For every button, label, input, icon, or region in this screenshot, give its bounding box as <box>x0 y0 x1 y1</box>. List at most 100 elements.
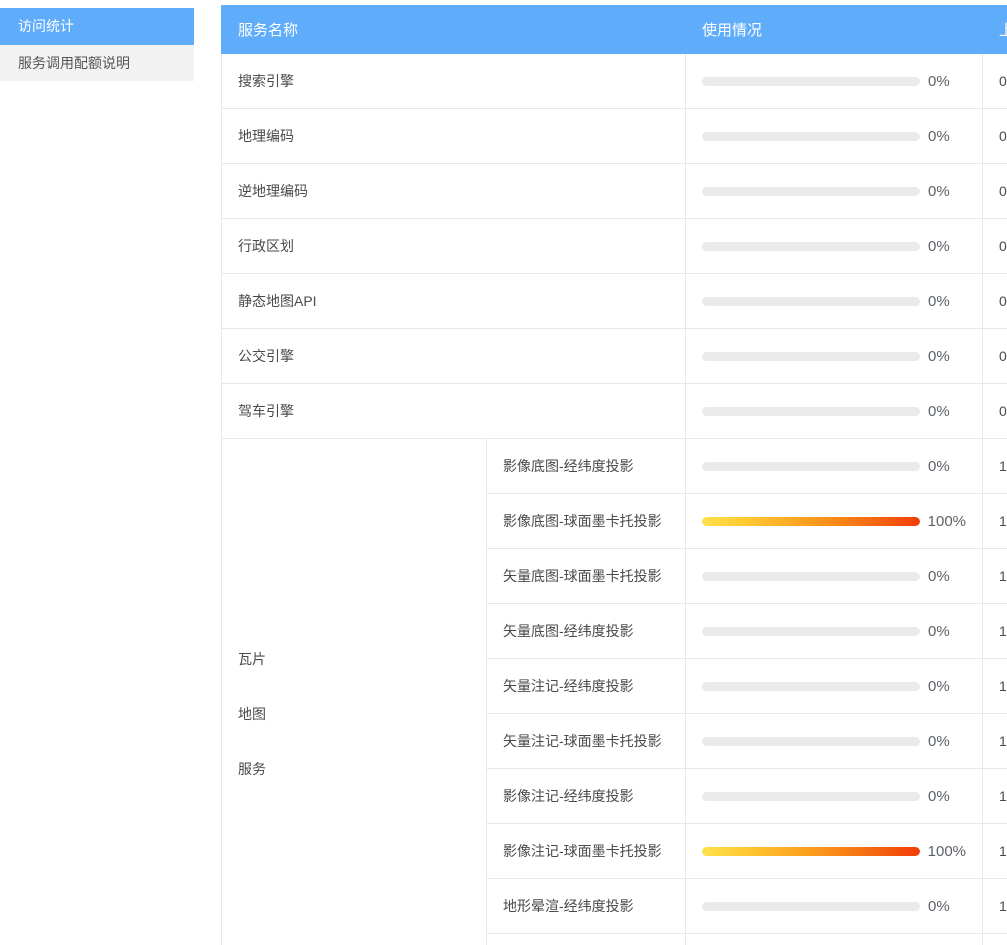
usage-progress-bar <box>702 791 921 801</box>
table-row: 公交引擎 0% 0.3万次/天 <box>220 328 1007 384</box>
usage-progress-bar <box>702 846 920 856</box>
limit-cell: 0.3万次/天 <box>982 383 1007 439</box>
usage-cell: 0% <box>685 438 984 494</box>
service-name-cell: 逆地理编码 <box>220 163 687 219</box>
column-header-usage: 使用情况 <box>685 5 984 54</box>
usage-percent-label: 0% <box>928 292 950 310</box>
service-group-name-cell: 瓦片 地图 服务 <box>221 438 487 945</box>
usage-progress-bar <box>702 681 921 691</box>
usage-cell: 100% <box>685 493 984 549</box>
limit-cell: 1万次/天 <box>982 438 1007 494</box>
usage-percent-label: 0% <box>928 402 950 420</box>
usage-percent-label: 0% <box>928 787 950 805</box>
usage-progress-fill <box>702 516 920 526</box>
column-header-service-name: 服务名称 <box>220 5 687 54</box>
usage-cell: 0% <box>685 658 984 714</box>
usage-progress-bar <box>702 351 921 361</box>
quota-table: 服务名称 使用情况 上限 操作 搜索引擎0%0.3万次/天地理编码0%0.7万次… <box>220 5 1007 945</box>
sub-service-name-cell: 矢量注记-球面墨卡托投影 <box>485 713 687 769</box>
service-group-name-line: 瓦片 <box>238 650 266 667</box>
table-row: 地形晕渲-经纬度投影 0% 1万次/天 <box>222 878 1007 934</box>
sub-service-name-cell: 影像底图-球面墨卡托投影 <box>485 493 687 549</box>
usage-cell: 0% <box>685 218 984 274</box>
usage-percent-label: 0% <box>928 622 950 640</box>
limit-cell: 0.3万次/天 <box>982 273 1007 329</box>
table-row: 驾车引擎 0% 0.3万次/天 <box>220 383 1007 439</box>
limit-cell: 0.7万次/天 <box>982 108 1007 164</box>
usage-progress-bar <box>702 186 921 196</box>
service-group-name-line: 地图 <box>238 705 266 722</box>
sub-service-name-cell <box>485 933 687 945</box>
sub-service-name-cell: 矢量底图-球面墨卡托投影 <box>485 548 687 604</box>
usage-percent-label: 0% <box>928 182 950 200</box>
service-name-cell: 行政区划 <box>220 218 687 274</box>
limit-cell <box>982 933 1007 945</box>
usage-cell: 0% <box>685 878 984 934</box>
usage-progress-bar <box>702 296 921 306</box>
usage-percent-label: 0% <box>928 567 950 585</box>
limit-cell: 1万次/天 <box>982 768 1007 824</box>
table-row: 地理编码 0% 0.7万次/天 <box>220 108 1007 164</box>
usage-cell: 0% <box>685 383 984 439</box>
sub-service-name-cell: 矢量注记-经纬度投影 <box>485 658 687 714</box>
usage-cell: 0% <box>685 603 984 659</box>
usage-cell: 0% <box>685 53 984 109</box>
usage-percent-label: 0% <box>928 897 950 915</box>
usage-progress-bar <box>702 626 921 636</box>
usage-progress-bar <box>702 406 921 416</box>
usage-cell: 0% <box>685 108 984 164</box>
limit-cell: 0.3万次/天 <box>982 328 1007 384</box>
usage-cell: 0% <box>685 163 984 219</box>
usage-progress-bar <box>702 516 920 526</box>
usage-cell: 0% <box>685 768 984 824</box>
usage-percent-label: 100% <box>927 842 967 860</box>
limit-cell: 1万次/天 <box>982 713 1007 769</box>
table-row: 矢量注记-球面墨卡托投影 0% 1万次/天 <box>222 713 1007 769</box>
usage-progress-bar <box>702 76 921 86</box>
table-row: 影像注记-球面墨卡托投影 100% 1万次/天 <box>222 823 1007 879</box>
table-row: 影像注记-经纬度投影 0% 1万次/天 <box>222 768 1007 824</box>
service-name-cell: 搜索引擎 <box>220 53 687 109</box>
service-group-name-line: 服务 <box>238 760 266 777</box>
sub-service-name-cell: 矢量底图-经纬度投影 <box>485 603 687 659</box>
limit-cell: 0.3万次/天 <box>982 53 1007 109</box>
sidebar: 访问统计 服务调用配额说明 <box>0 8 194 81</box>
usage-progress-bar <box>702 241 921 251</box>
sub-service-name-cell: 影像注记-经纬度投影 <box>485 768 687 824</box>
limit-cell: 1万次/天 <box>982 823 1007 879</box>
usage-cell: 100% <box>685 823 984 879</box>
usage-progress-bar <box>702 131 921 141</box>
quota-table-container: 服务名称 使用情况 上限 操作 搜索引擎0%0.3万次/天地理编码0%0.7万次… <box>220 5 1007 945</box>
limit-cell: 1万次/天 <box>982 658 1007 714</box>
sub-service-name-cell: 地形晕渲-经纬度投影 <box>485 878 687 934</box>
table-row: 矢量注记-经纬度投影 0% 1万次/天 <box>222 658 1007 714</box>
service-name-cell: 地理编码 <box>220 108 687 164</box>
table-row: 逆地理编码 0% 0.7万次/天 <box>220 163 1007 219</box>
table-row: 影像底图-球面墨卡托投影 100% 1万次/天 <box>222 493 1007 549</box>
usage-percent-label: 0% <box>928 347 950 365</box>
limit-cell: 0.7万次/天 <box>982 163 1007 219</box>
limit-cell: 1万次/天 <box>982 603 1007 659</box>
usage-cell: 0% <box>685 328 984 384</box>
sidebar-item-label: 服务调用配额说明 <box>18 55 130 71</box>
usage-cell: 0% <box>685 273 984 329</box>
table-row: 行政区划 0% 0.3万次/天 <box>220 218 1007 274</box>
usage-progress-bar <box>702 571 921 581</box>
sub-service-name-cell: 影像注记-球面墨卡托投影 <box>485 823 687 879</box>
sidebar-item-label: 访问统计 <box>18 18 74 34</box>
service-name-cell: 公交引擎 <box>220 328 687 384</box>
column-header-limit: 上限 <box>982 5 1007 54</box>
table-header: 服务名称 使用情况 上限 操作 <box>220 5 1007 54</box>
limit-cell: 1万次/天 <box>982 878 1007 934</box>
usage-cell: 0% <box>685 713 984 769</box>
usage-percent-label: 100% <box>927 512 967 530</box>
sub-service-name-cell: 影像底图-经纬度投影 <box>485 438 687 494</box>
sidebar-item-quota-description[interactable]: 服务调用配额说明 <box>0 45 194 81</box>
usage-cell: 0% <box>685 548 984 604</box>
usage-cell <box>685 933 984 945</box>
usage-progress-bar <box>702 901 921 911</box>
usage-percent-label: 0% <box>928 457 950 475</box>
sidebar-item-access-stats[interactable]: 访问统计 <box>0 8 194 45</box>
usage-percent-label: 0% <box>928 72 950 90</box>
